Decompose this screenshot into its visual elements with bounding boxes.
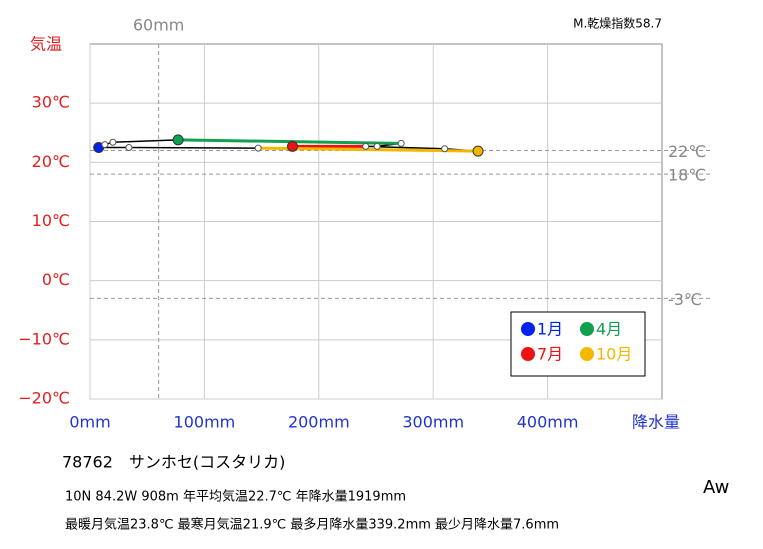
- month-point: [472, 145, 484, 157]
- reference-label: 22℃: [668, 142, 706, 161]
- x-tick-label: 300mm: [402, 413, 464, 432]
- legend-label: 7月: [537, 345, 563, 364]
- dryness-index: M.乾燥指数58.7: [573, 16, 662, 31]
- reference-label: -3℃: [668, 290, 702, 309]
- y-tick-label: 0℃: [42, 270, 70, 289]
- y-tick-label: 30℃: [32, 93, 70, 112]
- legend-marker: [521, 347, 535, 361]
- month-segment: [178, 138, 402, 145]
- y-tick-label: −10℃: [18, 329, 70, 348]
- month-point: [397, 139, 405, 147]
- legend-marker: [580, 347, 594, 361]
- month-point: [109, 138, 117, 146]
- x-tick-label: 100mm: [174, 413, 236, 432]
- info: 10N 84.2W 908m 年平均気温22.7℃ 年降水量1919mm: [65, 489, 406, 505]
- climate-class: Aw: [703, 477, 729, 498]
- info: 最暖月気温23.8℃ 最寒月気温21.9℃ 最多月降水量339.2mm 最少月降…: [65, 517, 559, 533]
- reference-label: 60mm: [133, 16, 185, 35]
- y-axis-label: 気温: [30, 35, 62, 54]
- legend-label: 10月: [596, 345, 632, 364]
- reference-label: 18℃: [668, 166, 706, 185]
- x-tick-label: 200mm: [288, 413, 350, 432]
- x-axis-label: 降水量: [632, 413, 680, 432]
- month-point: [362, 142, 370, 150]
- x-tick-label: 0mm: [69, 413, 110, 432]
- legend-box: [510, 311, 646, 377]
- legend-marker: [580, 322, 594, 336]
- month-point: [373, 142, 381, 150]
- x-tick-label: 400mm: [517, 413, 579, 432]
- month-point: [101, 141, 109, 149]
- legend-label: 4月: [596, 320, 622, 339]
- legend-label: 1月: [537, 320, 563, 339]
- month-point: [125, 144, 133, 152]
- month-point: [254, 144, 262, 152]
- month-point: [172, 134, 184, 146]
- y-tick-label: 20℃: [32, 152, 70, 171]
- station: 78762 サンホセ(コスタリカ): [62, 453, 285, 472]
- y-tick-label: −20℃: [18, 389, 70, 408]
- month-point: [441, 145, 449, 153]
- month-point: [286, 140, 298, 152]
- legend-marker: [521, 322, 535, 336]
- y-tick-label: 10℃: [32, 211, 70, 230]
